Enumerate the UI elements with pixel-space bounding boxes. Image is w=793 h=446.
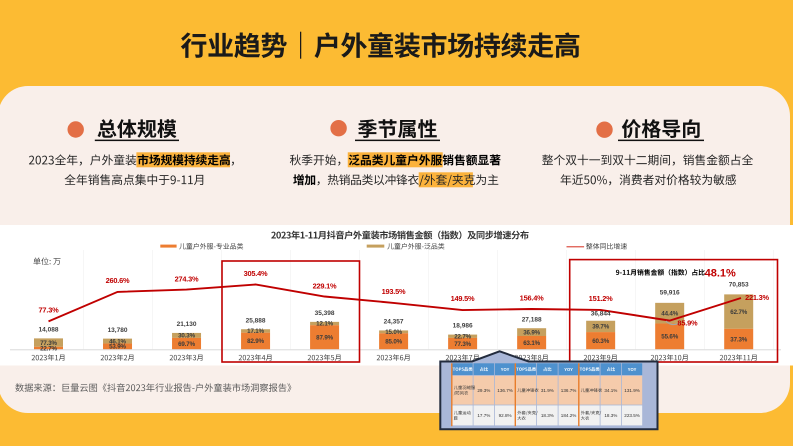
svg-text:46.1%: 46.1% (109, 338, 126, 345)
svg-text:39.7%: 39.7% (592, 324, 609, 331)
svg-text:131.9%: 131.9% (624, 388, 640, 393)
svg-text:77.3%: 77.3% (39, 306, 60, 315)
svg-text:25,888: 25,888 (246, 317, 266, 324)
svg-text:149.5%: 149.5% (451, 294, 475, 303)
svg-text:87.9%: 87.9% (316, 334, 333, 341)
svg-text:17.7%: 17.7% (477, 413, 490, 418)
svg-text:55.6%: 55.6% (661, 334, 678, 341)
svg-text:17.1%: 17.1% (247, 328, 264, 335)
svg-text:260.6%: 260.6% (106, 276, 130, 285)
svg-text:24,357: 24,357 (384, 318, 404, 325)
svg-text:22.7%: 22.7% (40, 345, 57, 352)
svg-text:YOY: YOY (564, 367, 573, 372)
svg-text:77.3%: 77.3% (454, 341, 471, 348)
svg-text:82.9%: 82.9% (247, 338, 264, 345)
svg-text:14,088: 14,088 (39, 327, 59, 334)
svg-text:70,853: 70,853 (729, 282, 749, 289)
svg-text:136.7%: 136.7% (497, 388, 513, 393)
svg-text:63.1%: 63.1% (523, 340, 540, 347)
svg-text:184.2%: 184.2% (561, 413, 577, 418)
svg-text:15.0%: 15.0% (385, 329, 402, 336)
svg-text:YOY: YOY (628, 367, 637, 372)
svg-text:223.5%: 223.5% (624, 413, 640, 418)
svg-text:48.1%: 48.1% (705, 268, 736, 280)
svg-text:193.5%: 193.5% (382, 287, 406, 296)
svg-text:85.9%: 85.9% (677, 319, 698, 328)
svg-text:29.3%: 29.3% (477, 388, 490, 393)
svg-text:221.3%: 221.3% (745, 293, 769, 302)
svg-text:18,986: 18,986 (453, 323, 473, 330)
svg-text:44.4%: 44.4% (661, 310, 678, 317)
svg-text:12.1%: 12.1% (316, 321, 333, 328)
svg-text:37.3%: 37.3% (730, 336, 747, 343)
svg-text:36.9%: 36.9% (523, 329, 540, 336)
svg-text:156.4%: 156.4% (520, 294, 544, 303)
svg-text:69.7%: 69.7% (178, 341, 195, 348)
svg-text:136.7%: 136.7% (561, 388, 577, 393)
svg-text:21,130: 21,130 (177, 321, 197, 328)
svg-text:18.3%: 18.3% (604, 413, 617, 418)
svg-text:274.3%: 274.3% (175, 274, 199, 283)
svg-text:27,188: 27,188 (522, 317, 542, 324)
svg-text:30.3%: 30.3% (178, 333, 195, 340)
svg-text:77.3%: 77.3% (40, 340, 57, 347)
svg-text:35,398: 35,398 (315, 310, 335, 317)
svg-text:YOY: YOY (501, 367, 510, 372)
svg-text:36,844: 36,844 (591, 310, 611, 317)
svg-text:31.9%: 31.9% (541, 388, 554, 393)
svg-text:60.3%: 60.3% (592, 338, 609, 345)
svg-text:151.2%: 151.2% (589, 294, 613, 303)
svg-text:34.1%: 34.1% (604, 388, 617, 393)
svg-text:305.4%: 305.4% (244, 269, 268, 278)
svg-text:18.3%: 18.3% (541, 413, 554, 418)
svg-text:85.0%: 85.0% (385, 338, 402, 345)
svg-text:53.9%: 53.9% (109, 344, 126, 351)
svg-text:22.7%: 22.7% (454, 333, 471, 340)
svg-text:62.7%: 62.7% (730, 309, 747, 316)
svg-text:13,780: 13,780 (108, 327, 128, 334)
svg-text:229.1%: 229.1% (313, 282, 337, 291)
svg-text:59,916: 59,916 (660, 290, 680, 297)
svg-text:92.8%: 92.8% (499, 413, 512, 418)
